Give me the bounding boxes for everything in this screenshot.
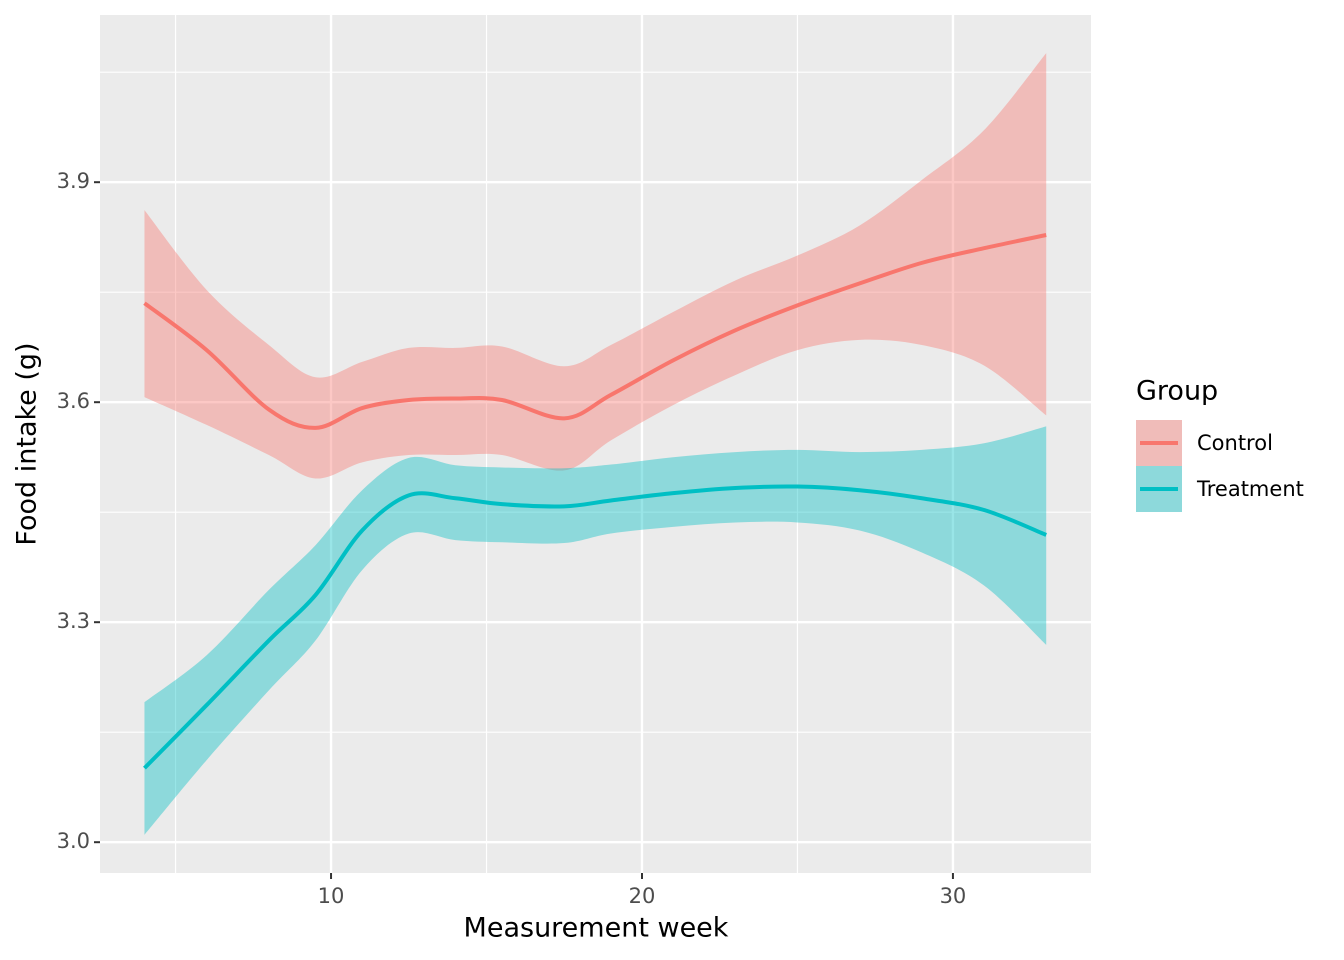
legend-label: Control bbox=[1197, 431, 1273, 455]
smooth-line bbox=[143, 484, 1047, 770]
confidence-band bbox=[144, 53, 1047, 479]
legend-title: Group bbox=[1136, 376, 1218, 407]
panel-background bbox=[100, 15, 1091, 873]
y-tick-label: 3.3 bbox=[57, 609, 90, 633]
y-tick-label: 3.0 bbox=[57, 829, 90, 853]
y-tick-label: 3.9 bbox=[57, 169, 90, 193]
legend-label: Treatment bbox=[1196, 477, 1304, 501]
x-axis-label: Measurement week bbox=[464, 913, 729, 944]
y-tick-label: 3.6 bbox=[57, 389, 90, 413]
x-tick-label: 10 bbox=[318, 884, 345, 908]
x-tick-label: 30 bbox=[940, 884, 967, 908]
y-axis-label: Food intake (g) bbox=[12, 342, 43, 545]
x-tick-label: 20 bbox=[629, 884, 656, 908]
smooth-line bbox=[143, 233, 1047, 430]
confidence-band bbox=[144, 426, 1047, 835]
